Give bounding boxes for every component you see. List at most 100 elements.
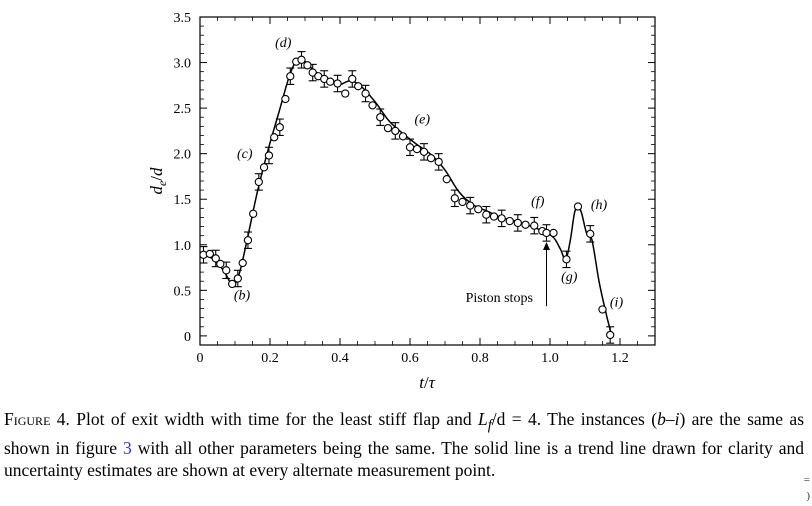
caption-range: b–i <box>657 409 680 429</box>
data-point <box>383 124 393 133</box>
caption-math-sub: f <box>487 417 492 434</box>
data-point <box>254 177 263 187</box>
x-tick-label: 0.4 <box>331 351 349 366</box>
data-point <box>606 330 615 340</box>
piston-stops-label: Piston stops <box>466 291 533 306</box>
y-tick-label: 0.5 <box>174 284 192 299</box>
y-tick-labels: 0 0.5 1.0 1.5 2.0 2.5 3.0 3.5 <box>174 11 192 345</box>
data-point <box>228 279 237 289</box>
data-point <box>489 212 499 221</box>
caption-math: L <box>477 409 488 429</box>
x-label-slash: / <box>424 373 429 392</box>
data-point <box>222 266 231 275</box>
data-point <box>308 68 317 77</box>
data-point <box>376 113 385 122</box>
y-tick-label: 1.5 <box>174 193 192 208</box>
data-point <box>426 154 436 163</box>
data-point <box>562 255 571 264</box>
y-tick-label: 3.0 <box>174 57 192 72</box>
x-tick-label: 0.8 <box>471 351 489 366</box>
data-point <box>398 132 408 141</box>
data-point <box>497 214 506 223</box>
data-point <box>530 221 539 230</box>
data-point <box>368 101 377 110</box>
data-point <box>270 133 279 142</box>
instance-label: (e) <box>414 113 430 128</box>
x-label-den: τ <box>429 373 436 392</box>
x-tick-label: 1.0 <box>541 351 559 366</box>
caption-text-4: with all other parameters being the same… <box>4 437 804 480</box>
chart: 0 0.2 0.4 0.6 0.8 1.0 1.2 0 0.5 1.0 1.5 2.0 2.5 3.0 3… <box>147 11 656 392</box>
instance-label: (h) <box>591 198 608 213</box>
x-tick-label: 0.2 <box>261 351 279 366</box>
y-tick-label: 2.0 <box>174 148 192 163</box>
data-point <box>586 229 595 238</box>
plot-frame <box>199 16 656 346</box>
instance-label: (d) <box>275 36 292 51</box>
data-point <box>474 205 483 214</box>
data-point <box>341 89 350 98</box>
caption-math-tail: /d = 4 <box>491 409 537 429</box>
data-points <box>199 55 615 340</box>
edge-mark-bottom: ) <box>806 490 810 502</box>
data-point <box>482 210 491 219</box>
data-point <box>405 143 415 152</box>
annotations: (b) (c) (d) (e) (f) (g) (h) (i) Piston stops <box>234 36 624 311</box>
x-tick-label: 1.2 <box>611 351 629 366</box>
instance-label: (c) <box>237 147 253 162</box>
caption-prefix: Figure 4. <box>4 409 70 429</box>
data-point <box>333 79 342 88</box>
data-point <box>205 249 214 259</box>
instance-label: (b) <box>234 288 251 303</box>
y-label-base: d <box>147 186 166 195</box>
data-point <box>505 216 514 226</box>
figure-caption: Figure 4. Plot of exit width with time f… <box>4 408 804 481</box>
x-tick-label: 0.6 <box>401 351 419 366</box>
data-point <box>598 305 607 314</box>
trend-line <box>199 56 613 335</box>
y-tick-label: 3.5 <box>174 11 192 26</box>
instance-label: (g) <box>561 270 578 285</box>
data-point <box>354 82 363 91</box>
error-bars <box>199 51 615 344</box>
caption-text-1: Plot of exit width with time for the lea… <box>69 409 478 429</box>
data-point <box>249 209 258 218</box>
data-point <box>573 202 583 211</box>
y-axis-label: de/d <box>147 167 169 195</box>
data-point <box>521 220 530 229</box>
data-point <box>259 163 269 172</box>
data-point <box>513 218 522 228</box>
data-point <box>450 194 459 203</box>
data-point <box>238 258 247 268</box>
x-tick-labels: 0 0.2 0.4 0.6 0.8 1.0 1.2 <box>197 351 629 366</box>
data-point <box>419 147 429 156</box>
data-point <box>361 89 370 98</box>
y-tick-label: 2.5 <box>174 102 192 117</box>
data-point <box>326 77 335 86</box>
data-point <box>458 197 467 207</box>
figure-reference-link[interactable]: 3 <box>123 437 132 458</box>
caption-text-3: ) are the same as shown in figure <box>4 409 805 458</box>
data-point <box>243 236 253 245</box>
instance-label: (i) <box>610 296 624 311</box>
arrow-head <box>543 242 550 251</box>
data-point <box>275 123 284 132</box>
data-point <box>391 126 400 136</box>
data-point <box>286 72 295 81</box>
x-tick-label: 0 <box>197 351 204 366</box>
data-point <box>297 55 306 64</box>
x-label-num: t <box>419 373 425 392</box>
data-point <box>549 228 558 238</box>
data-point <box>264 151 274 160</box>
data-point <box>211 254 220 263</box>
y-label-sub: e <box>155 180 169 186</box>
y-label-slash: / <box>147 176 166 181</box>
data-point <box>542 228 551 238</box>
y-tick-label: 0 <box>184 330 191 345</box>
axis-ticks <box>199 16 655 345</box>
edge-mark-top: = <box>803 474 810 486</box>
data-point <box>434 157 443 167</box>
instance-label: (f) <box>531 195 545 210</box>
data-point <box>412 144 422 154</box>
caption-text-2: . The instances ( <box>536 409 658 429</box>
